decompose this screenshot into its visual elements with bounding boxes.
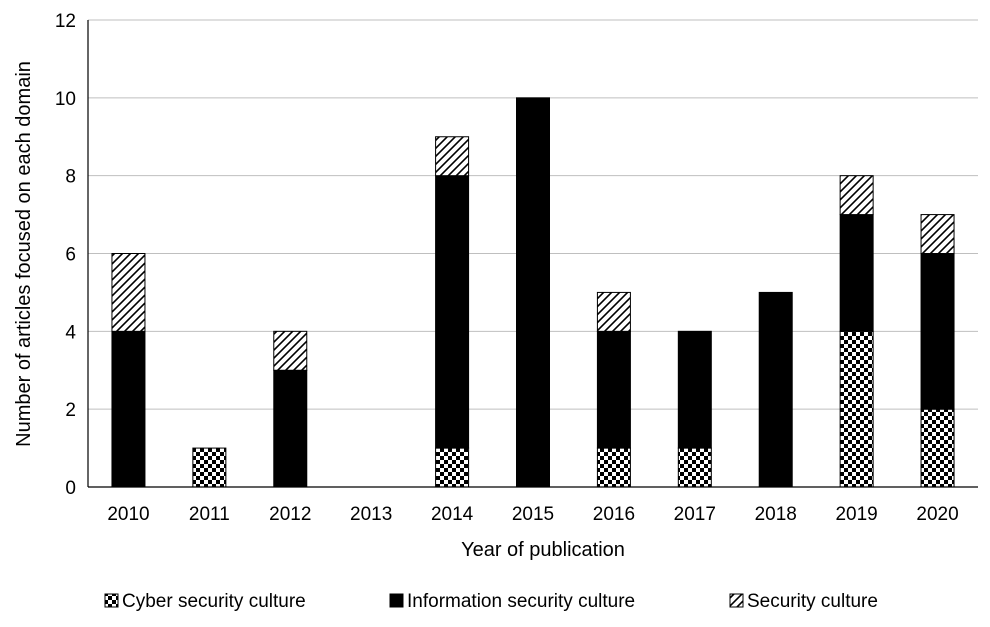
bar-segment-diagonal-hatch: [111, 253, 146, 332]
x-tick-label: 2014: [431, 504, 474, 525]
legend-label: Security culture: [747, 591, 878, 612]
x-tick-label: 2017: [674, 504, 716, 525]
y-tick-label: 0: [65, 478, 76, 499]
bar-segment-checkerboard: [192, 447, 227, 488]
bar-segment-diagonal-hatch: [839, 175, 874, 216]
legend-label: Cyber security culture: [122, 591, 306, 612]
bar-segment-solid: [839, 214, 874, 332]
legend-swatch-diagonal-hatch: [729, 593, 744, 608]
bar-segment-checkerboard: [920, 408, 955, 488]
bar-segment-solid: [273, 369, 308, 488]
legend-label: Information security culture: [407, 591, 635, 612]
bar-segment-solid: [435, 175, 470, 449]
bar-segment-checkerboard: [435, 447, 470, 488]
y-tick-label: 2: [65, 400, 76, 421]
bars: [111, 97, 955, 488]
x-tick-label: 2020: [916, 504, 958, 525]
y-tick-label: 8: [65, 167, 76, 188]
x-tick-label: 2010: [107, 504, 149, 525]
x-tick-label: 2012: [269, 504, 311, 525]
y-tick-label: 10: [55, 89, 76, 110]
bar-segment-solid: [111, 330, 146, 488]
legend-swatch-checkerboard: [104, 593, 119, 608]
bar-segment-solid: [596, 330, 631, 449]
bar-segment-checkerboard: [596, 447, 631, 488]
bar-segment-solid: [920, 253, 955, 410]
legend-swatch-solid: [389, 593, 404, 608]
bar-segment-diagonal-hatch: [273, 330, 308, 371]
x-tick-label: 2018: [755, 504, 797, 525]
bar-segment-diagonal-hatch: [435, 136, 470, 177]
tick-labels: 0 2 4 6 8 10 12 2010 2011 2012 2013 2014 2015 2016 201…: [55, 11, 959, 525]
x-tick-label: 2013: [350, 504, 392, 525]
y-tick-label: 12: [55, 11, 76, 32]
bar-segment-diagonal-hatch: [596, 291, 631, 332]
bar-segment-diagonal-hatch: [920, 214, 955, 254]
bar-segment-solid: [516, 97, 550, 488]
y-tick-label: 4: [65, 322, 76, 343]
y-axis-title: Number of articles focused on each domai…: [13, 61, 35, 447]
y-tick-label: 6: [65, 245, 76, 266]
legend: Cyber security culture Information securi…: [104, 591, 878, 612]
x-axis-title: Year of publication: [461, 539, 625, 561]
bar-segment-checkerboard: [677, 447, 712, 488]
axes: [87, 20, 978, 488]
bar-segment-solid: [677, 330, 712, 449]
bar-segment-solid: [758, 291, 793, 488]
bar-segment-checkerboard: [839, 330, 874, 488]
x-tick-label: 2019: [835, 504, 877, 525]
x-tick-label: 2011: [189, 504, 230, 525]
x-tick-label: 2015: [512, 504, 554, 525]
x-tick-label: 2016: [593, 504, 635, 525]
